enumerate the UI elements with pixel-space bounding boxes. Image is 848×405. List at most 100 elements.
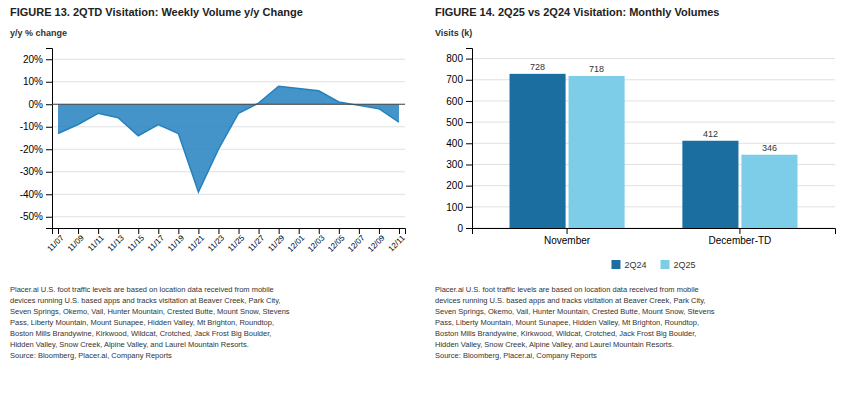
x-tick-label: 11/29 [266, 233, 286, 253]
chart-title: FIGURE 14. 2Q25 vs 2Q24 Visitation: Mont… [435, 6, 719, 18]
y-tick-label: -10% [20, 121, 43, 132]
y-tick-label: 500 [446, 117, 463, 128]
y-tick-label: 0 [457, 223, 463, 234]
x-tick: 12/07 [346, 228, 367, 254]
footnote-line: Source: Bloomberg, Placer.ai, Company Re… [10, 351, 172, 360]
y-tick-mark [46, 82, 52, 83]
x-tick: 11/21 [186, 228, 206, 253]
x-tick-label: 11/25 [226, 233, 246, 253]
grid-line [52, 216, 405, 217]
y-axis: -50% -40% -30% -20% -10% 0% 10% 20% [20, 49, 53, 229]
y-tick: 0% [29, 99, 52, 110]
bar [741, 155, 797, 228]
footnote: Placer.ai U.S. foot traffic levels are b… [10, 285, 290, 360]
y-tick-mark [466, 101, 472, 102]
legend-label: 2Q25 [674, 260, 696, 270]
y-tick: 600 [446, 96, 472, 107]
y-tick-mark [466, 80, 472, 81]
x-tick-label: 12/07 [346, 233, 367, 254]
legend-label: 2Q24 [624, 260, 646, 270]
grid [472, 59, 835, 228]
footnote-line: Pass, Liberty Mountain, Mount Sunapee, H… [435, 318, 699, 327]
y-tick: 100 [446, 202, 472, 213]
footnote-line: Hidden Valley, Snow Creek, Alpine Valley… [10, 340, 249, 349]
x-tick: 11/23 [206, 228, 226, 253]
footnote-line: Seven Springs, Okemo, Vail, Hunter Mount… [435, 307, 715, 316]
chart: FIGURE 13. 2QTD Visitation: Weekly Volum… [10, 6, 407, 360]
y-tick-mark [46, 172, 52, 173]
x-tick-label: 11/09 [66, 233, 86, 253]
y-tick-label: 400 [446, 138, 463, 149]
y-tick-mark [46, 59, 52, 60]
x-tick-label: 11/27 [246, 233, 266, 253]
y-tick: 200 [446, 180, 472, 191]
footnote-line: devices running U.S. based apps and trac… [435, 296, 705, 305]
x-tick-label: 11/07 [46, 233, 66, 253]
area-line [58, 86, 399, 192]
x-tick: 11/17 [146, 228, 166, 253]
legend-swatch [661, 260, 670, 269]
y-tick: -40% [20, 189, 52, 200]
x-tick: 12/05 [326, 228, 347, 254]
grid-line [52, 104, 405, 105]
footnote-line: Seven Springs, Okemo, Vail, Hunter Mount… [10, 307, 290, 316]
x-tick: 12/03 [306, 228, 327, 254]
footnote: Placer.ai U.S. foot traffic levels are b… [435, 285, 715, 360]
zero-line [52, 104, 405, 105]
grid-line [52, 81, 405, 82]
y-tick: 10% [23, 76, 52, 87]
data-labels: 728412718346 [530, 62, 777, 153]
x-tick-label: 11/15 [126, 233, 146, 253]
y-tick: -20% [20, 144, 52, 155]
plot-area [58, 86, 399, 192]
data-label: 412 [703, 129, 718, 139]
y-tick: -10% [20, 121, 52, 132]
plot-area [510, 74, 798, 228]
y-axis-line [466, 49, 473, 229]
x-tick-mark [567, 228, 568, 234]
y-tick-label: 300 [446, 159, 463, 170]
y-tick: -50% [20, 211, 52, 222]
bar [569, 76, 625, 228]
y-tick: -30% [20, 166, 52, 177]
x-tick: November [544, 228, 591, 246]
x-tick: 11/09 [66, 228, 86, 253]
footnote-line: Boston Mills Brandywine, Kirkwood, Wildc… [435, 329, 696, 338]
chart-title: FIGURE 13. 2QTD Visitation: Weekly Volum… [10, 6, 303, 18]
legend-swatch [611, 260, 620, 269]
footnote-line: Placer.ai U.S. foot traffic levels are b… [435, 285, 699, 294]
x-tick: 11/13 [106, 228, 126, 253]
bar [510, 74, 566, 228]
y-axis-title: Visits (k) [435, 28, 472, 38]
x-tick-label: 12/11 [387, 233, 407, 253]
y-tick-label: -40% [20, 189, 43, 200]
x-tick-label: 11/21 [186, 233, 206, 253]
x-tick: 11/25 [226, 228, 246, 253]
area [58, 86, 399, 192]
x-axis: NovemberDecember-TD [473, 228, 836, 246]
x-tick: 11/27 [246, 228, 266, 253]
x-tick: 11/07 [46, 228, 66, 253]
x-tick-label: 11/11 [86, 233, 106, 253]
y-tick-mark [46, 194, 52, 195]
y-axis-title: y/y % change [10, 28, 67, 38]
y-tick-label: 10% [23, 76, 43, 87]
x-tick: 11/15 [126, 228, 146, 253]
x-tick-label: 11/17 [146, 233, 166, 253]
y-tick-mark [46, 104, 52, 105]
footnote-line: Source: Bloomberg, Placer.ai, Company Re… [435, 351, 597, 360]
y-axis-line [46, 49, 53, 229]
y-tick-mark [466, 143, 472, 144]
y-tick-mark [466, 122, 472, 123]
x-tick-label: 11/23 [206, 233, 226, 253]
data-label: 728 [530, 62, 545, 72]
x-tick: 11/29 [266, 228, 286, 253]
y-tick: 0 [457, 223, 472, 234]
y-tick-label: 600 [446, 96, 463, 107]
y-tick: 300 [446, 159, 472, 170]
legend-item: 2Q25 [661, 260, 696, 270]
y-tick: 400 [446, 138, 472, 149]
y-tick: 20% [23, 54, 52, 65]
chart-canvas: FIGURE 13. 2QTD Visitation: Weekly Volum… [0, 0, 848, 405]
y-tick-label: 20% [23, 54, 43, 65]
